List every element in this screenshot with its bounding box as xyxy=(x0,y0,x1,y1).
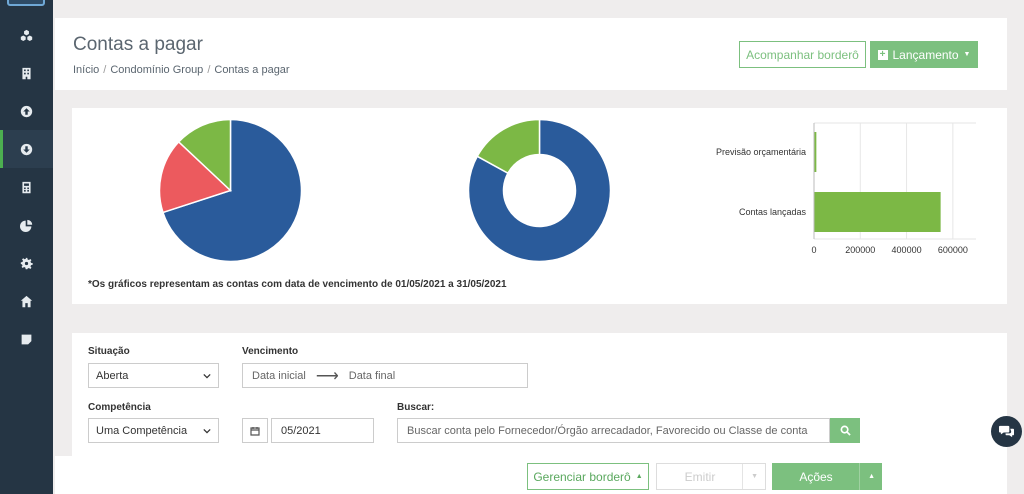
sidebar-item-settings[interactable] xyxy=(0,244,53,282)
caret-up-icon: ▲ xyxy=(635,473,643,480)
arrow-up-circle-icon xyxy=(20,105,33,117)
search-button[interactable] xyxy=(830,418,860,443)
date-end-input[interactable]: Data final xyxy=(348,369,396,382)
tick-label: 600000 xyxy=(938,245,968,255)
category-label: Previsão orçamentária xyxy=(716,147,806,157)
launch-label: Lançamento xyxy=(892,47,959,62)
vencimento-label: Vencimento xyxy=(242,346,299,357)
situacao-value: Aberta xyxy=(96,369,129,382)
donut-chart xyxy=(467,118,612,263)
search-icon xyxy=(840,425,851,436)
manage-border-label: Gerenciar borderô xyxy=(533,469,631,484)
pie-slice xyxy=(467,118,612,263)
sidebar-item-reports[interactable] xyxy=(0,206,53,244)
search-input[interactable]: Buscar conta pelo Fornecedor/Órgão arrec… xyxy=(397,418,830,443)
situacao-select[interactable]: Aberta xyxy=(88,363,219,388)
situacao-label: Situação xyxy=(88,346,130,357)
calculator-icon xyxy=(22,181,31,193)
competencia-label: Competência xyxy=(88,402,151,413)
pie-slice xyxy=(162,118,303,263)
plus-square-icon: + xyxy=(877,49,888,60)
pie-slice xyxy=(158,140,232,214)
arrow-down-circle-icon xyxy=(20,143,33,155)
cubes-icon xyxy=(20,29,33,41)
search-placeholder: Buscar conta pelo Fornecedor/Órgão arrec… xyxy=(407,424,808,437)
manage-border-button[interactable]: Gerenciar borderô ▲ xyxy=(527,463,649,490)
chevron-down-icon xyxy=(203,428,211,433)
due-date-range: Data inicial ⟶ Data final xyxy=(242,363,528,388)
breadcrumb-item[interactable]: Condomínio Group xyxy=(110,64,204,76)
caret-up-icon[interactable]: ▲ xyxy=(868,473,875,480)
competencia-select[interactable]: Uma Competência xyxy=(88,418,219,443)
charts-panel: Previsão orçamentária Contas lançadas 0 200… xyxy=(72,108,1007,304)
competencia-value: Uma Competência xyxy=(96,424,188,437)
competence-month-value: 05/2021 xyxy=(281,424,321,437)
sidebar-item-notes[interactable] xyxy=(0,320,53,358)
caret-down-icon: ▼ xyxy=(963,51,971,58)
track-border-label: Acompanhar borderô xyxy=(746,47,859,62)
buscar-label: Buscar: xyxy=(397,402,435,413)
arrow-right-icon: ⟶ xyxy=(315,367,339,385)
bottom-action-bar: Gerenciar borderô ▲ Emitir ▼ Ações ▲ xyxy=(55,456,1007,494)
competence-month-input[interactable]: 05/2021 xyxy=(271,418,374,443)
sidebar-item-building[interactable] xyxy=(0,54,53,92)
sidebar xyxy=(0,0,53,494)
tick-label: 200000 xyxy=(845,245,875,255)
caret-down-icon[interactable]: ▼ xyxy=(751,473,758,480)
note-icon xyxy=(21,334,32,344)
bar xyxy=(814,192,941,232)
breadcrumb-item-current: Contas a pagar xyxy=(214,64,290,76)
sidebar-item-calculator[interactable] xyxy=(0,168,53,206)
building-icon xyxy=(22,67,31,79)
divider xyxy=(742,464,743,489)
chat-button[interactable] xyxy=(991,416,1022,447)
emit-label: Emitir xyxy=(684,469,716,484)
pie-slice xyxy=(177,118,232,193)
chevron-down-icon xyxy=(203,373,211,378)
actions-button[interactable]: Ações ▲ xyxy=(772,463,882,490)
pie-slice xyxy=(476,118,541,175)
actions-label: Ações xyxy=(799,469,833,484)
breadcrumb-item[interactable]: Início xyxy=(73,64,100,76)
sidebar-item-cubes[interactable] xyxy=(0,16,53,54)
sidebar-item-payables[interactable] xyxy=(0,130,53,168)
calendar-button[interactable] xyxy=(242,418,268,443)
date-start-input[interactable]: Data inicial xyxy=(252,369,306,382)
emit-button[interactable]: Emitir ▼ xyxy=(656,463,766,490)
sidebar-item-receivables[interactable] xyxy=(0,92,53,130)
pie-chart-icon xyxy=(20,219,33,232)
gear-icon xyxy=(20,257,33,269)
page-title: Contas a pagar xyxy=(73,34,203,55)
divider xyxy=(859,463,860,490)
category-label: Contas lançadas xyxy=(739,207,807,217)
filters-panel: Situação Aberta Vencimento Data inicial … xyxy=(72,333,1007,458)
track-border-button[interactable]: Acompanhar borderô xyxy=(739,41,866,68)
logo[interactable] xyxy=(7,0,45,6)
launch-button[interactable]: + Lançamento ▼ xyxy=(870,41,978,68)
bar xyxy=(814,132,817,172)
bar-chart: Previsão orçamentária Contas lançadas 0 200… xyxy=(716,122,976,255)
tick-label: 400000 xyxy=(892,245,922,255)
pie-chart xyxy=(158,118,303,263)
chat-bubbles-icon xyxy=(999,425,1014,438)
home-icon xyxy=(20,295,33,307)
page-header: Contas a pagar Início / Condomínio Group… xyxy=(55,18,1007,90)
breadcrumb: Início / Condomínio Group / Contas a pag… xyxy=(73,64,290,76)
breadcrumb-separator: / xyxy=(103,64,107,76)
calendar-icon xyxy=(250,426,260,436)
charts-note: *Os gráficos representam as contas com d… xyxy=(88,279,507,290)
tick-label: 0 xyxy=(811,245,816,255)
breadcrumb-separator: / xyxy=(207,64,211,76)
sidebar-item-home[interactable] xyxy=(0,282,53,320)
